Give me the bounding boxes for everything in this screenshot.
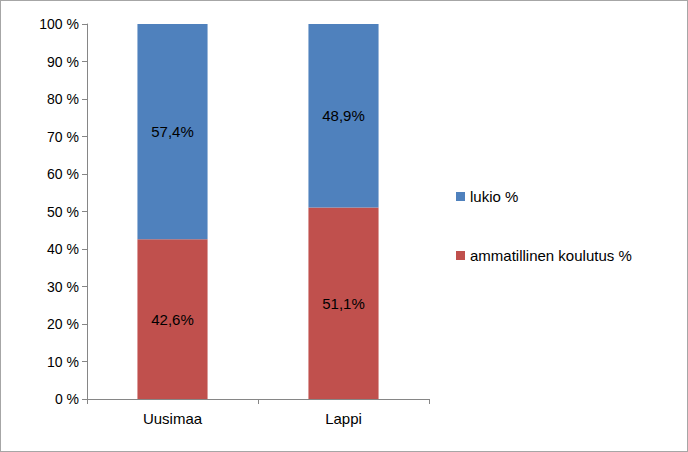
svg-text:ammatillinen koulutus %: ammatillinen koulutus % bbox=[470, 247, 632, 264]
svg-text:Uusimaa: Uusimaa bbox=[143, 410, 203, 427]
svg-text:42,6%: 42,6% bbox=[151, 311, 194, 328]
svg-text:lukio %: lukio % bbox=[470, 188, 518, 205]
svg-text:30 %: 30 % bbox=[47, 279, 79, 295]
svg-text:0 %: 0 % bbox=[55, 391, 79, 407]
svg-text:51,1%: 51,1% bbox=[322, 295, 365, 312]
svg-text:10 %: 10 % bbox=[47, 354, 79, 370]
svg-text:100 %: 100 % bbox=[39, 16, 79, 32]
svg-text:70 %: 70 % bbox=[47, 129, 79, 145]
svg-text:60 %: 60 % bbox=[47, 166, 79, 182]
svg-text:90 %: 90 % bbox=[47, 54, 79, 70]
svg-text:50 %: 50 % bbox=[47, 204, 79, 220]
svg-text:48,9%: 48,9% bbox=[322, 107, 365, 124]
svg-text:80 %: 80 % bbox=[47, 91, 79, 107]
svg-text:Lappi: Lappi bbox=[325, 410, 362, 427]
svg-text:40 %: 40 % bbox=[47, 241, 79, 257]
svg-text:57,4%: 57,4% bbox=[151, 123, 194, 140]
svg-text:20 %: 20 % bbox=[47, 316, 79, 332]
